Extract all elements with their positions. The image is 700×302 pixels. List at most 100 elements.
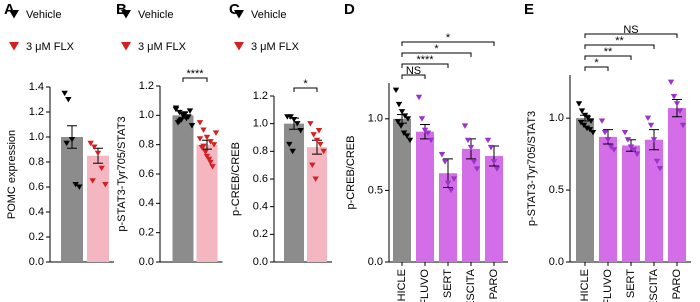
data-point xyxy=(286,141,293,148)
y-tick-label: 0.0 xyxy=(29,256,44,268)
significance-label: NS xyxy=(406,65,421,77)
significance-bracket xyxy=(584,33,678,38)
y-tick-label: 0.8 xyxy=(139,139,154,151)
legend-marker xyxy=(121,42,131,51)
y-axis-label: p-CREB/CREB xyxy=(345,136,357,210)
bar xyxy=(61,137,83,262)
data-point xyxy=(403,133,411,139)
x-tick-label: PARO xyxy=(488,269,500,300)
data-point xyxy=(317,141,324,148)
data-point xyxy=(91,144,98,150)
data-point xyxy=(581,112,589,119)
data-point xyxy=(188,123,196,129)
y-tick-label: 1.0 xyxy=(368,113,383,125)
y-tick-label: 0.0 xyxy=(253,256,268,268)
y-tick-label: 1.0 xyxy=(549,112,564,124)
y-axis-label: p-STAT3-Tyr705/STAT3 xyxy=(116,116,128,231)
y-tick-label: 0.6 xyxy=(29,181,44,193)
significance-bracket xyxy=(182,77,208,82)
data-point xyxy=(589,129,597,136)
data-point xyxy=(398,109,406,115)
data-point xyxy=(297,128,304,134)
significance-label: ** xyxy=(604,46,613,58)
legend-label: Vehicle xyxy=(26,9,61,21)
data-point xyxy=(587,118,595,124)
data-point xyxy=(464,137,472,144)
data-point xyxy=(209,164,216,170)
x-tick-label: FLUVO xyxy=(602,269,614,302)
y-tick-label: 0.4 xyxy=(253,201,268,213)
data-point xyxy=(473,166,481,172)
data-point xyxy=(650,137,658,143)
data-point xyxy=(644,115,652,122)
data-point xyxy=(401,113,409,119)
bar xyxy=(87,155,109,262)
x-tick-label: VEHICLE xyxy=(396,269,408,302)
data-point xyxy=(392,87,400,94)
bar xyxy=(284,123,304,263)
data-point xyxy=(183,115,190,122)
significance-label: * xyxy=(303,78,308,90)
data-point xyxy=(493,166,501,172)
data-point xyxy=(583,125,591,132)
data-point xyxy=(200,127,207,133)
data-point xyxy=(65,96,72,103)
data-point xyxy=(633,151,641,157)
y-tick-label: 1.4 xyxy=(29,81,44,93)
data-point xyxy=(406,137,414,144)
bar xyxy=(576,118,594,263)
data-point xyxy=(575,101,583,107)
data-point xyxy=(656,165,664,172)
y-tick-label: 0.4 xyxy=(139,197,154,209)
data-point xyxy=(627,144,635,150)
significance-label: * xyxy=(594,57,599,69)
y-tick-label: 0.5 xyxy=(549,184,564,196)
legend-label: 3 μM FLX xyxy=(138,41,187,53)
y-tick-label: 0.8 xyxy=(29,156,44,168)
data-point xyxy=(624,137,632,143)
data-point xyxy=(87,140,94,147)
significance-label: NS xyxy=(623,24,638,36)
data-point xyxy=(601,129,609,136)
data-point xyxy=(315,128,323,134)
x-tick-label: FLUVO xyxy=(419,269,431,302)
data-point xyxy=(203,153,211,160)
significance-label: ** xyxy=(615,35,624,47)
significance-bracket xyxy=(401,52,472,57)
x-tick-label: PARO xyxy=(671,269,683,300)
legend-marker xyxy=(9,10,19,19)
y-tick-label: 1.2 xyxy=(139,80,154,92)
y-tick-label: 1.0 xyxy=(253,118,268,130)
y-tick-label: 0.2 xyxy=(253,228,268,240)
significance-bracket xyxy=(584,44,655,49)
data-point xyxy=(63,140,70,147)
data-point xyxy=(294,121,301,127)
data-point xyxy=(607,144,615,150)
data-point xyxy=(427,137,435,144)
data-point xyxy=(647,122,655,129)
data-point xyxy=(207,159,214,166)
data-point xyxy=(397,123,405,129)
data-point xyxy=(196,136,204,142)
x-tick-label: ESCITA xyxy=(648,268,660,302)
data-point xyxy=(212,130,220,136)
significance-bracket xyxy=(584,55,632,60)
data-point xyxy=(307,121,314,127)
data-point xyxy=(289,148,296,155)
data-point xyxy=(578,108,586,114)
data-point xyxy=(421,127,429,134)
data-point xyxy=(470,159,478,165)
x-tick-label: ESCITA xyxy=(465,268,477,302)
data-point xyxy=(484,137,492,144)
bar xyxy=(172,115,194,262)
data-point xyxy=(630,147,638,153)
data-point xyxy=(444,180,452,187)
data-point xyxy=(447,187,455,194)
data-point xyxy=(438,152,446,158)
significance-bracket xyxy=(584,66,609,71)
y-tick-label: 0.0 xyxy=(139,256,154,268)
data-point xyxy=(210,142,218,148)
panel-letter: D xyxy=(344,1,355,18)
legend-label: Vehicle xyxy=(138,9,173,21)
